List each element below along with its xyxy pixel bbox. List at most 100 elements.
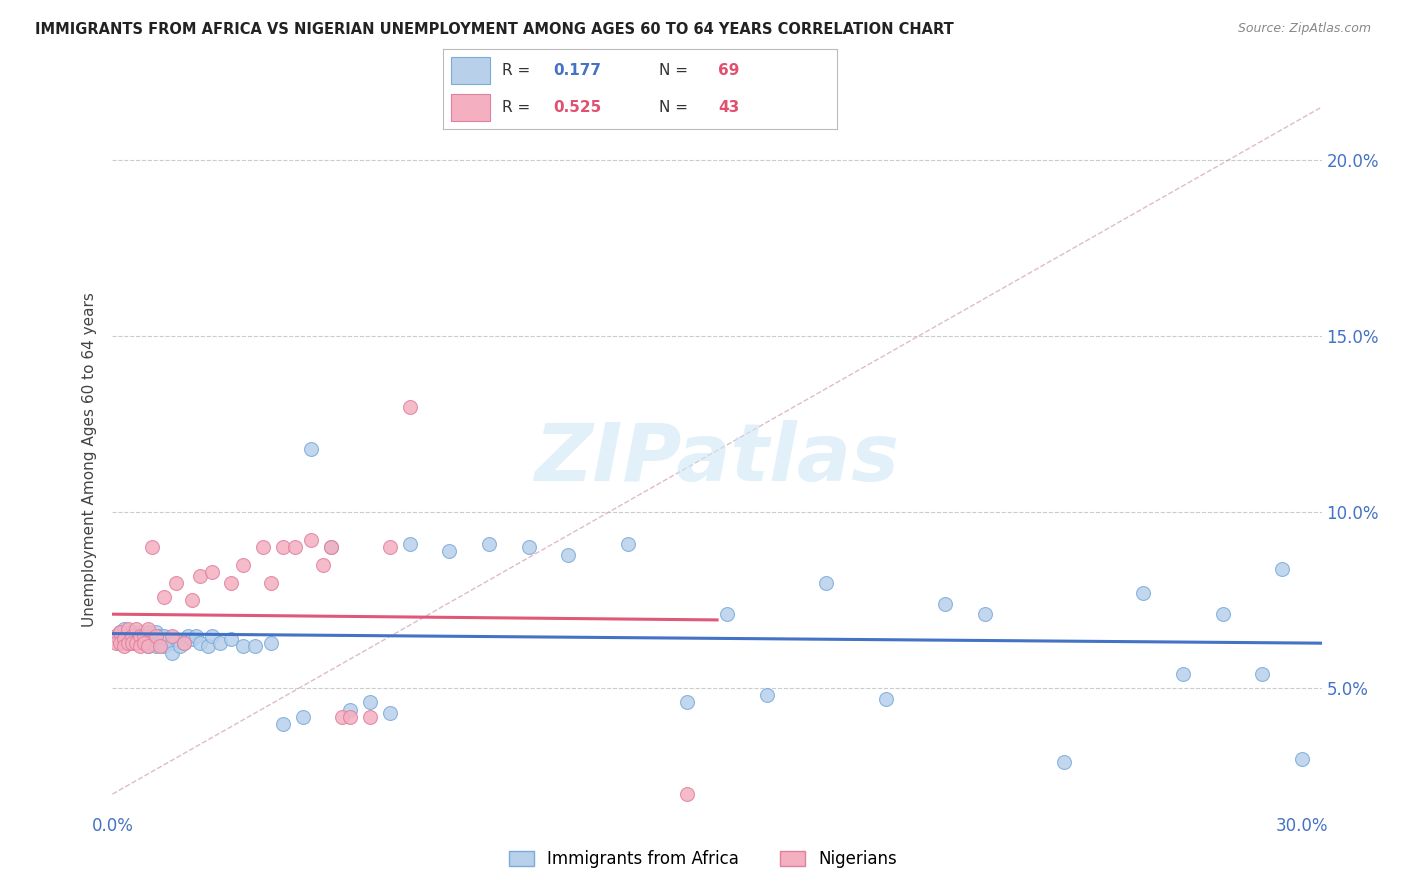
- Point: [121, 628, 143, 642]
- Point: [117, 635, 139, 649]
- Point: [121, 625, 143, 640]
- Point: [188, 635, 211, 649]
- Point: [517, 541, 540, 555]
- Point: [1212, 607, 1234, 622]
- Point: [105, 628, 128, 642]
- Point: [311, 558, 333, 573]
- Point: [110, 635, 132, 649]
- Text: IMMIGRANTS FROM AFRICA VS NIGERIAN UNEMPLOYMENT AMONG AGES 60 TO 64 YEARS CORREL: IMMIGRANTS FROM AFRICA VS NIGERIAN UNEMP…: [35, 22, 953, 37]
- Point: [173, 635, 195, 649]
- Point: [121, 632, 143, 646]
- Point: [378, 706, 401, 720]
- Point: [332, 709, 354, 723]
- Point: [188, 568, 211, 582]
- Text: R =: R =: [502, 63, 536, 78]
- Point: [478, 537, 501, 551]
- Point: [121, 635, 143, 649]
- Point: [200, 565, 222, 579]
- Point: [149, 639, 172, 653]
- Point: [359, 709, 381, 723]
- Point: [398, 400, 420, 414]
- Point: [153, 628, 176, 642]
- Point: [134, 635, 156, 649]
- Point: [153, 590, 176, 604]
- Point: [117, 635, 139, 649]
- Point: [1271, 561, 1294, 575]
- Text: 0.525: 0.525: [553, 100, 602, 115]
- Point: [934, 597, 956, 611]
- Point: [136, 639, 159, 653]
- Point: [184, 628, 207, 642]
- Point: [117, 622, 139, 636]
- Text: 43: 43: [718, 100, 740, 115]
- FancyBboxPatch shape: [451, 57, 491, 85]
- Point: [160, 628, 183, 642]
- Point: [180, 593, 202, 607]
- Point: [125, 635, 148, 649]
- Point: [271, 541, 294, 555]
- Point: [319, 541, 342, 555]
- Point: [221, 575, 243, 590]
- Point: [180, 632, 202, 646]
- Point: [378, 541, 401, 555]
- Point: [1291, 752, 1313, 766]
- Point: [439, 544, 461, 558]
- Point: [112, 632, 135, 646]
- Point: [141, 541, 163, 555]
- Text: R =: R =: [502, 100, 536, 115]
- Point: [319, 541, 342, 555]
- Text: N =: N =: [659, 100, 693, 115]
- Point: [125, 635, 148, 649]
- Point: [165, 575, 187, 590]
- Point: [271, 716, 294, 731]
- Point: [716, 607, 738, 622]
- Point: [110, 635, 132, 649]
- Point: [557, 548, 579, 562]
- Point: [141, 628, 163, 642]
- Point: [110, 625, 132, 640]
- Point: [129, 632, 152, 646]
- Point: [1171, 667, 1194, 681]
- Point: [1053, 756, 1076, 770]
- Legend: Immigrants from Africa, Nigerians: Immigrants from Africa, Nigerians: [502, 844, 904, 875]
- Point: [359, 696, 381, 710]
- Point: [165, 632, 187, 646]
- Text: ZIPatlas: ZIPatlas: [534, 420, 900, 499]
- FancyBboxPatch shape: [451, 94, 491, 121]
- Point: [134, 628, 156, 642]
- Point: [134, 628, 156, 642]
- Point: [145, 625, 167, 640]
- Point: [105, 628, 128, 642]
- Point: [110, 625, 132, 640]
- Point: [339, 709, 361, 723]
- Y-axis label: Unemployment Among Ages 60 to 64 years: Unemployment Among Ages 60 to 64 years: [82, 292, 97, 627]
- Point: [160, 635, 183, 649]
- Point: [617, 537, 640, 551]
- Point: [149, 628, 172, 642]
- Text: Source: ZipAtlas.com: Source: ZipAtlas.com: [1237, 22, 1371, 36]
- Point: [149, 635, 172, 649]
- Point: [232, 558, 254, 573]
- Point: [339, 702, 361, 716]
- Point: [815, 575, 838, 590]
- Point: [160, 646, 183, 660]
- Point: [112, 622, 135, 636]
- Point: [200, 628, 222, 642]
- Point: [676, 787, 699, 801]
- Point: [232, 639, 254, 653]
- Text: N =: N =: [659, 63, 693, 78]
- Point: [136, 622, 159, 636]
- Point: [260, 575, 283, 590]
- Point: [398, 537, 420, 551]
- Text: 0.177: 0.177: [553, 63, 602, 78]
- Point: [252, 541, 274, 555]
- Point: [136, 625, 159, 640]
- Point: [105, 635, 128, 649]
- Point: [141, 635, 163, 649]
- Point: [134, 635, 156, 649]
- Point: [291, 709, 314, 723]
- Point: [169, 639, 191, 653]
- Point: [208, 635, 231, 649]
- Point: [197, 639, 219, 653]
- Point: [129, 639, 152, 653]
